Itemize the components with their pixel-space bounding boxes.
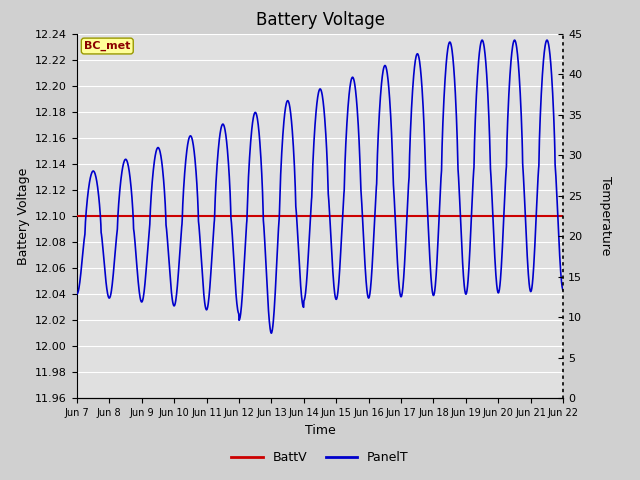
X-axis label: Time: Time <box>305 424 335 437</box>
Y-axis label: Temperature: Temperature <box>599 176 612 256</box>
Title: Battery Voltage: Battery Voltage <box>255 11 385 29</box>
Y-axis label: Battery Voltage: Battery Voltage <box>17 168 29 264</box>
Legend: BattV, PanelT: BattV, PanelT <box>227 446 413 469</box>
Text: BC_met: BC_met <box>84 41 131 51</box>
